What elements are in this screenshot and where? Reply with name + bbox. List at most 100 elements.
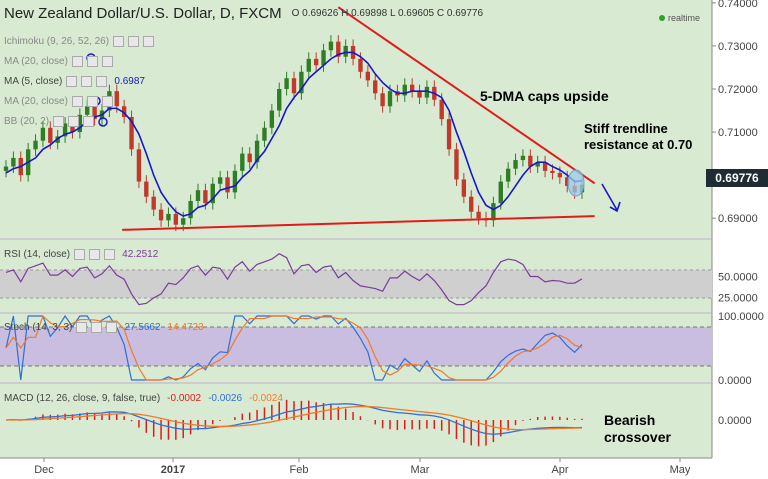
candle-body [254,140,260,163]
candle-body [461,179,467,197]
stoch-d-line [5,314,583,381]
candle-body [505,168,511,182]
ma5-value: 0.6987 [114,76,145,87]
overlay-legend-ma5[interactable]: MA (5, close) 0.6987 [4,76,145,87]
signal-line [5,405,583,431]
candle-body [306,58,311,72]
upper-trendline [337,6,596,185]
candle-body [343,45,348,57]
close-icon[interactable] [106,322,118,333]
visibility-icon[interactable] [89,249,101,260]
time-tick-label: Dec [34,464,54,476]
visibility-icon[interactable] [128,36,140,47]
settings-icon[interactable] [113,36,125,47]
candle-body [358,58,363,72]
candle-body [469,196,474,212]
annotation-trendline-1: Stiff trendline [584,121,668,136]
macd-value: -0.0026 [208,393,243,404]
price-tick-label: 0.73000 [718,41,758,53]
candle-body [313,58,319,66]
rsi-legend[interactable]: RSI (14, close) 42.2512 [4,249,158,260]
candle-body [277,89,282,111]
visibility-icon[interactable] [86,96,98,107]
candle-body [291,78,297,94]
ma5-line [5,51,583,217]
settings-icon[interactable] [76,322,88,333]
close-icon[interactable] [101,56,113,67]
settings-icon[interactable] [71,96,83,107]
time-axis-ticks: Dec 2017 Feb Mar Apr May [34,458,691,476]
candle-body [328,41,334,51]
macd-line [5,403,583,435]
lower-trendline [122,215,595,231]
stoch-legend[interactable]: Stoch (14, 3, 3) 27.5662 14.4723 [4,322,204,333]
visibility-icon[interactable] [68,116,80,127]
overlay-label: MA (20, close) [4,56,68,67]
candle-body [195,190,201,201]
price-tick-label: 0.72000 [718,84,758,96]
close-icon[interactable] [104,249,116,260]
candle-body [77,114,83,133]
overlay-legend-ichimoku[interactable]: Ichimoku (9, 26, 52, 26) [4,36,155,47]
price-tick-label: 0.74000 [718,0,758,10]
candle-body [550,170,555,173]
candle-body [439,99,444,120]
candle-body [542,162,548,171]
overlay-legend-bb[interactable]: BB (20, 2) [4,116,95,127]
overlay-label: Ichimoku (9, 26, 52, 26) [4,36,110,47]
candle-body [181,218,186,225]
price-highlight [567,169,585,197]
candle-body [232,170,238,193]
candle-body [528,155,533,167]
candle-body [446,119,452,150]
overlay-legend-ma20b[interactable]: MA (20, close) [4,96,113,107]
macd-legend[interactable]: MACD (12, 26, close, 9, false, true) -0.0… [4,393,283,404]
candle-body [48,127,53,143]
candle-body [240,153,245,171]
time-tick-label: Mar [411,464,430,476]
candle-body [557,172,563,178]
visibility-icon[interactable] [86,56,98,67]
close-icon[interactable] [143,36,155,47]
candle-body [476,211,481,219]
annotation-bearish-2: crossover [604,429,671,445]
candle-body [40,127,46,141]
stoch-band [0,327,712,366]
candle-body [565,177,570,186]
candle-body [321,50,326,66]
settings-icon[interactable] [74,249,86,260]
settings-icon[interactable] [66,76,78,87]
settings-icon[interactable] [71,56,83,67]
down-arrow [601,183,621,213]
candle-body [402,84,407,96]
candle-body [3,166,9,171]
rsi-value: 42.2512 [122,249,159,260]
candle-body [136,149,142,182]
macd-hist-value: -0.0002 [167,393,202,404]
indicator-tick-label: 25.0000 [718,292,758,304]
candle-body [498,181,503,204]
candle-body [535,162,540,167]
candle-body [85,106,90,115]
close-icon[interactable] [96,76,108,87]
visibility-icon[interactable] [81,76,93,87]
close-icon[interactable] [83,116,95,127]
overlay-label: MA (5, close) [4,76,63,87]
rsi-line [5,253,583,306]
close-icon[interactable] [101,96,113,107]
candle-body [269,110,275,128]
candle-body [62,123,68,137]
visibility-icon[interactable] [91,322,103,333]
realtime-indicator: realtime [658,13,700,23]
settings-icon[interactable] [53,116,65,127]
candle-body [217,177,223,184]
candle-body [11,157,16,167]
candle-body [247,153,252,163]
time-tick-label: 2017 [161,464,185,476]
candle-body [70,123,75,133]
overlay-legend-ma20[interactable]: MA (20, close) [4,56,113,67]
candle-body [380,93,385,107]
time-tick-label: Apr [551,464,568,476]
price-tick-label: 0.71000 [718,127,758,139]
